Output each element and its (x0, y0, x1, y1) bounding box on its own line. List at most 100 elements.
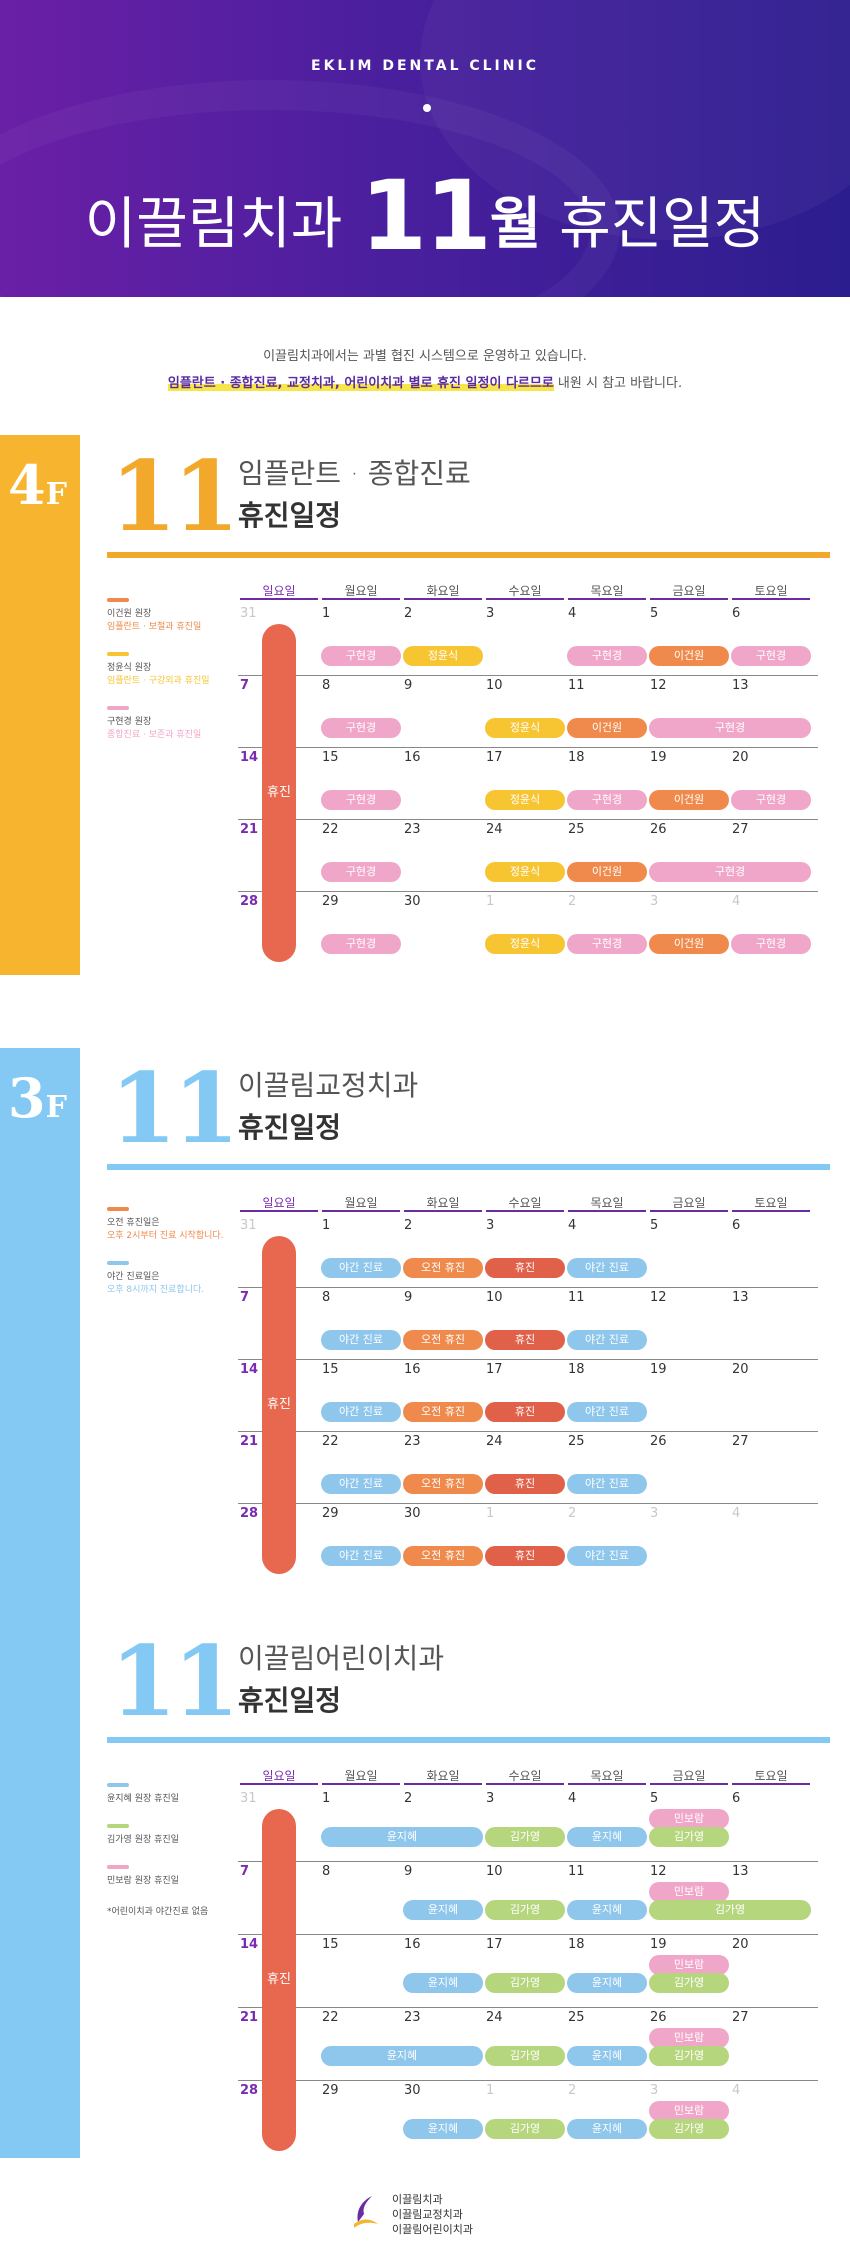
page-title: 이끌림치과 11월 휴진일정 (0, 160, 850, 272)
closure-pill: 야간 진료 (321, 1330, 401, 1350)
day-number: 4 (568, 606, 577, 621)
day-number: 29 (322, 894, 339, 909)
day-number: 27 (732, 1434, 749, 1449)
legend-title: 윤지혜 원장 휴진일 (107, 1794, 179, 1804)
day-number: 21 (240, 822, 259, 837)
legend-title: 민보람 원장 휴진일 (107, 1876, 179, 1887)
legend-desc: 임플란트 · 보철과 휴진일 (107, 622, 202, 633)
closure-pill: 이건원 (567, 718, 647, 738)
day-number: 31 (240, 606, 257, 621)
day-number: 24 (486, 2010, 503, 2025)
day-number: 26 (650, 2010, 667, 2025)
day-number: 13 (732, 1864, 749, 1879)
week-divider (238, 1503, 818, 1504)
closure-pill: 김가영 (485, 1973, 565, 1993)
day-number: 16 (404, 750, 421, 765)
closure-pill: 윤지혜 (403, 1900, 483, 1920)
legend-title: 야간 진료일은 (107, 1272, 160, 1283)
weekday-header: 화요일 (404, 582, 482, 600)
day-number: 13 (732, 678, 749, 693)
section-subtitle: 휴진일정 (238, 1111, 342, 1144)
weekday-header: 토요일 (732, 1767, 810, 1785)
closure-pill: 구현경 (567, 790, 647, 810)
day-number: 2 (404, 1791, 413, 1806)
day-number: 11 (568, 1290, 585, 1305)
legend-swatch (107, 1865, 129, 1870)
week-divider (238, 1861, 818, 1862)
day-number: 4 (732, 1506, 741, 1521)
footer-name-3: 이끌림어린이치과 (392, 2223, 473, 2236)
legend-desc: 오후 8시까지 진료합니다. (107, 1285, 205, 1296)
day-number: 1 (486, 2083, 495, 2098)
floor-label-4f: 4F (8, 453, 67, 517)
title-month: 11 (360, 160, 492, 272)
day-number: 19 (650, 1937, 667, 1952)
day-number: 5 (650, 1218, 659, 1233)
day-number: 28 (240, 894, 259, 909)
day-number: 20 (732, 1362, 749, 1377)
closure-pill: 김가영 (485, 2119, 565, 2139)
day-number: 17 (486, 750, 503, 765)
day-number: 30 (404, 894, 421, 909)
day-number: 5 (650, 606, 659, 621)
weekday-header: 수요일 (486, 1767, 564, 1785)
weekday-header: 목요일 (568, 1194, 646, 1212)
day-number: 23 (404, 2010, 421, 2025)
closure-pill: 윤지혜 (567, 2046, 647, 2066)
legend-item: 김가영 원장 휴진일 (107, 1824, 227, 1847)
day-number: 26 (650, 1434, 667, 1449)
week-divider (238, 747, 818, 748)
legend-title: 정윤식 원장 (107, 663, 152, 674)
day-number: 22 (322, 2010, 339, 2025)
day-number: 28 (240, 1506, 259, 1521)
day-number: 29 (322, 1506, 339, 1521)
day-number: 31 (240, 1791, 257, 1806)
day-number: 21 (240, 2010, 259, 2025)
week-divider (238, 1359, 818, 1360)
closure-pill: 구현경 (321, 934, 401, 954)
day-number: 14 (240, 1937, 259, 1952)
day-number: 3 (486, 1791, 495, 1806)
section-subtitle: 휴진일정 (238, 1684, 342, 1717)
day-number: 30 (404, 2083, 421, 2098)
day-number: 1 (322, 606, 331, 621)
closure-pill: 정윤식 (485, 790, 565, 810)
day-number: 10 (486, 678, 503, 693)
day-number: 8 (322, 1864, 331, 1879)
sunday-closed-bar: 휴진 (262, 624, 296, 962)
day-number: 5 (650, 1791, 659, 1806)
day-number: 14 (240, 1362, 259, 1377)
section-month-number: 11 (110, 440, 240, 553)
legend-swatch (107, 706, 129, 711)
closure-pill: 구현경 (321, 646, 401, 666)
day-number: 22 (322, 1434, 339, 1449)
day-number: 10 (486, 1290, 503, 1305)
day-number: 3 (650, 894, 659, 909)
closure-pill: 야간 진료 (567, 1258, 647, 1278)
closure-pill: 윤지혜 (403, 1973, 483, 1993)
floor-bar-4f: 4F (0, 435, 80, 975)
section-title: 이끌림어린이치과 (238, 1642, 445, 1675)
closure-pill: 야간 진료 (567, 1402, 647, 1422)
closure-pill: 민보람 (649, 1882, 729, 1902)
weekday-header: 토요일 (732, 1194, 810, 1212)
legend-desc: 오후 2시부터 진료 시작합니다. (107, 1231, 224, 1242)
day-number: 24 (486, 1434, 503, 1449)
day-number: 29 (322, 2083, 339, 2098)
closure-pill: 윤지혜 (321, 1827, 483, 1847)
day-number: 14 (240, 750, 259, 765)
calendar: 일요일 월요일 화요일 수요일 목요일 금요일 토요일 31 1 2 3 4 5 6 야간 진료 오전 휴진 휴… (238, 1194, 818, 1594)
legend-swatch (107, 652, 129, 657)
day-number: 6 (732, 1218, 741, 1233)
closure-pill: 이건원 (567, 862, 647, 882)
section-subtitle: 휴진일정 (238, 499, 342, 532)
section-title: 이끌림교정치과 (238, 1069, 419, 1102)
title-month-unit: 월 (489, 192, 542, 257)
legend-title: 구현경 원장 (107, 717, 152, 728)
closure-pill: 야간 진료 (567, 1546, 647, 1566)
weekday-header: 화요일 (404, 1767, 482, 1785)
footer-name-1: 이끌림치과 (392, 2193, 443, 2206)
clinic-logo-icon (354, 2196, 378, 2228)
day-number: 1 (322, 1218, 331, 1233)
